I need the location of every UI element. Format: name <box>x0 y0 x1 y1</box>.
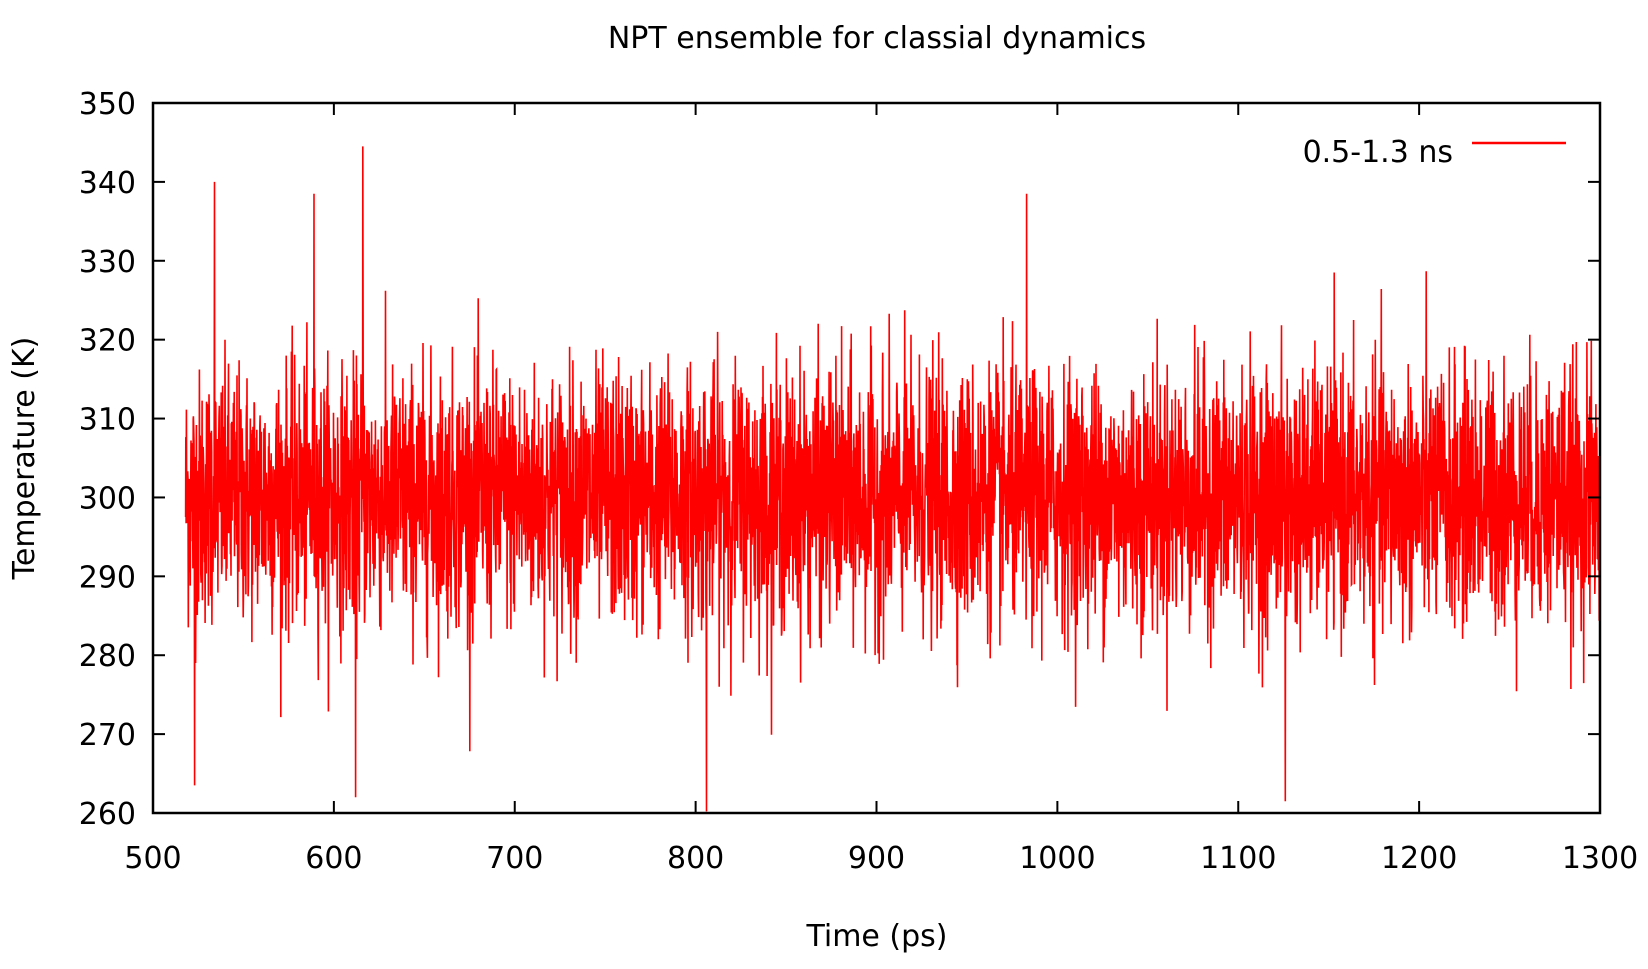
chart-title: NPT ensemble for classial dynamics <box>608 21 1146 56</box>
x-tick-label: 900 <box>848 841 905 876</box>
y-tick-label: 280 <box>79 639 136 674</box>
y-tick-label: 260 <box>79 797 136 832</box>
y-axis-label: Temperature (K) <box>7 337 42 581</box>
x-tick-label: 1000 <box>1019 841 1095 876</box>
y-tick-label: 330 <box>79 245 136 280</box>
series-line <box>184 146 1601 812</box>
y-tick-label: 340 <box>79 166 136 201</box>
y-tick-label: 310 <box>79 403 136 438</box>
x-axis-label: Time (ps) <box>805 919 947 954</box>
x-tick-label: 600 <box>305 841 362 876</box>
legend: 0.5-1.3 ns <box>1303 135 1566 170</box>
y-tick-label: 350 <box>79 87 136 122</box>
x-tick-label: 700 <box>486 841 543 876</box>
y-axis: 260 270 280 290 300 310 320 330 340 350 <box>79 87 1600 832</box>
x-tick-label: 1100 <box>1200 841 1276 876</box>
y-tick-label: 320 <box>79 324 136 359</box>
legend-label: 0.5-1.3 ns <box>1303 135 1453 170</box>
y-tick-label: 270 <box>79 718 136 753</box>
y-tick-label: 290 <box>79 560 136 595</box>
x-tick-label: 1200 <box>1381 841 1457 876</box>
y-tick-label: 300 <box>79 481 136 516</box>
x-tick-label: 800 <box>667 841 724 876</box>
x-tick-label: 500 <box>124 841 181 876</box>
series-layer <box>184 146 1601 812</box>
x-tick-label: 1300 <box>1562 841 1638 876</box>
x-axis: 500 600 700 800 900 1000 1100 1200 1300 <box>124 103 1638 876</box>
